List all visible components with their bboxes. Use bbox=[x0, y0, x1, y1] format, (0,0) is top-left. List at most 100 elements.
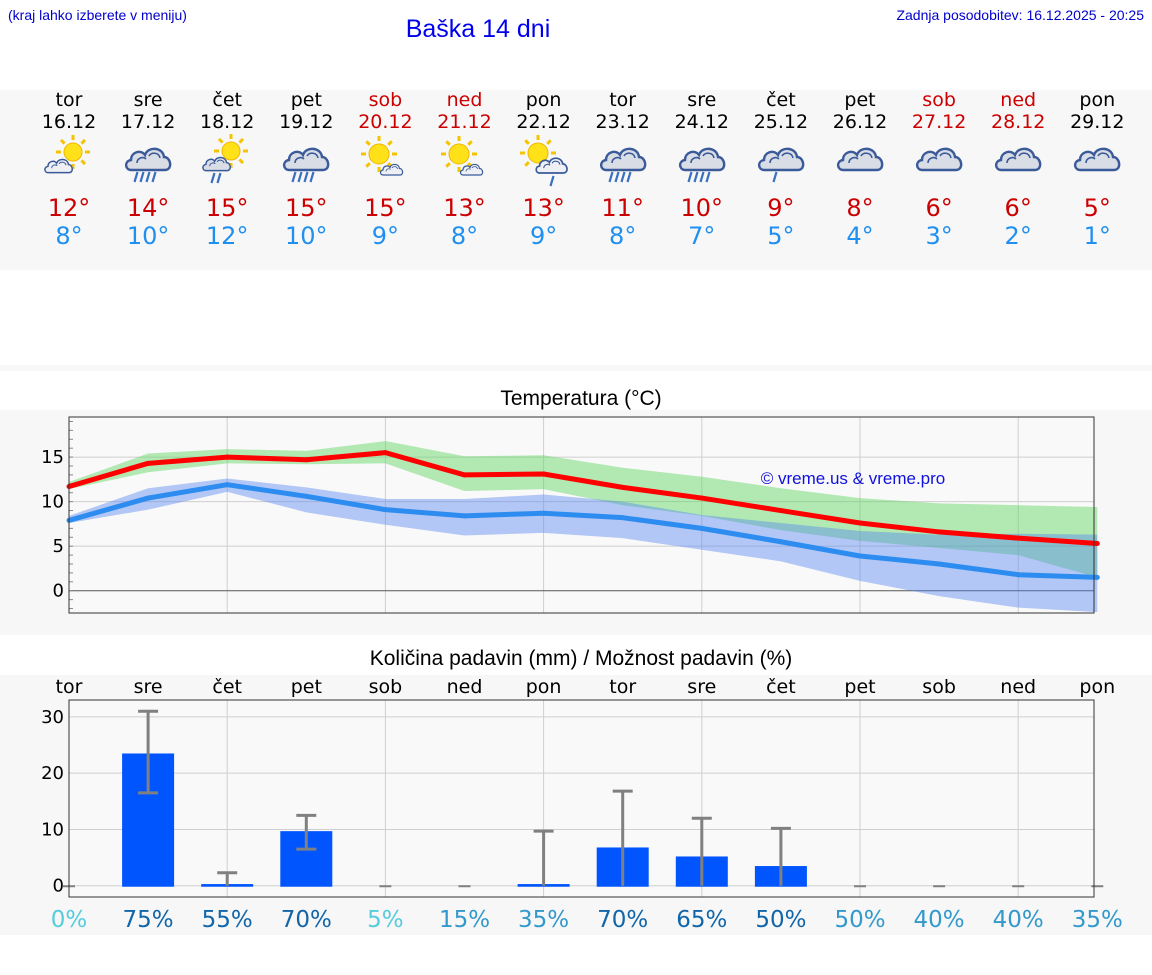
divider bbox=[0, 365, 1152, 371]
forecast-day: tor 23.12 11° 8° bbox=[584, 90, 662, 250]
cloudy-icon bbox=[836, 147, 884, 172]
page-title: Baška 14 dni bbox=[405, 15, 551, 43]
temp-min-point bbox=[462, 513, 467, 519]
min-temp: 9° bbox=[371, 222, 400, 250]
partly-sunny-icon bbox=[44, 135, 90, 174]
day-name: ned bbox=[446, 89, 483, 111]
day-name: tor bbox=[609, 89, 637, 111]
day-name: pet bbox=[290, 89, 322, 111]
last-updated: Zadnja posodobitev: 16.12.2025 - 20:25 bbox=[896, 7, 1144, 23]
forecast-day: pon 22.12 13° 9° bbox=[505, 90, 583, 250]
precip-probability-label: 70% bbox=[281, 907, 332, 933]
temp-max-point bbox=[224, 454, 230, 460]
heavy-rain-icon bbox=[599, 147, 647, 183]
sun-small-cloud-icon bbox=[440, 136, 483, 176]
forecast-day: čet 18.12 15° 12° bbox=[188, 90, 266, 250]
temp-min-range-band bbox=[69, 478, 1098, 613]
cloudy-icon bbox=[916, 147, 963, 172]
temp-min-point bbox=[224, 482, 230, 488]
precip-probability-label: 40% bbox=[993, 907, 1044, 933]
precip-plot-background bbox=[69, 700, 1094, 897]
precip-day-label: ned bbox=[1000, 676, 1036, 698]
precip-day-label: čet bbox=[766, 676, 796, 698]
forecast-day: sre 24.12 10° 7° bbox=[663, 90, 741, 250]
precip-probability-label: 65% bbox=[676, 907, 727, 933]
temp-max-point bbox=[778, 508, 784, 514]
temp-max-point bbox=[462, 472, 467, 478]
precip-probability-label: 35% bbox=[1072, 907, 1123, 933]
precip-probability-label: 50% bbox=[755, 907, 806, 933]
temp-min-line bbox=[68, 482, 1098, 580]
max-temp: 13° bbox=[443, 194, 486, 222]
temp-max-point bbox=[541, 471, 547, 477]
precip-y-tick-label: 30 bbox=[41, 707, 64, 728]
watermark: © vreme.us & vreme.pro bbox=[761, 469, 945, 488]
max-temp: 6° bbox=[1004, 194, 1032, 222]
forecast-day: tor 16.12 12° 8° bbox=[30, 90, 108, 250]
min-temp: 8° bbox=[450, 222, 479, 250]
temp-min-point bbox=[620, 515, 626, 521]
precip-day-label: pon bbox=[526, 676, 562, 698]
min-temp: 8° bbox=[55, 222, 83, 250]
forecast-day: pon 29.12 5° 1° bbox=[1058, 90, 1136, 250]
precip-day-label: čet bbox=[212, 676, 242, 698]
min-temp: 7° bbox=[688, 222, 716, 250]
temp-min-point bbox=[145, 495, 151, 501]
day-name: pon bbox=[525, 89, 562, 111]
temp-y-tick-label: 10 bbox=[41, 492, 64, 513]
min-temp: 1° bbox=[1083, 222, 1111, 250]
forecast-day: ned 21.12 13° 8° bbox=[426, 90, 504, 250]
min-temp: 4° bbox=[846, 222, 874, 250]
max-temp: 9° bbox=[767, 194, 795, 222]
cloudy-icon bbox=[995, 147, 1042, 172]
day-name: sre bbox=[133, 89, 163, 111]
day-date: 17.12 bbox=[120, 111, 176, 133]
forecast-day: sre 17.12 14° 10° bbox=[109, 90, 187, 250]
temp-max-point bbox=[382, 450, 388, 456]
precip-day-label: ned bbox=[447, 676, 483, 698]
forecast-day: čet 25.12 9° 5° bbox=[742, 90, 820, 250]
precip-probability-label: 70% bbox=[597, 907, 648, 933]
day-date: 19.12 bbox=[279, 111, 334, 133]
min-temp: 8° bbox=[609, 222, 637, 250]
forecast-day: pet 19.12 15° 10° bbox=[267, 90, 345, 250]
day-date: 27.12 bbox=[911, 111, 967, 133]
day-date: 25.12 bbox=[753, 111, 809, 133]
sun-small-cloud-icon bbox=[361, 136, 404, 176]
min-temp: 10° bbox=[126, 222, 170, 250]
max-temp: 12° bbox=[47, 194, 91, 222]
max-temp: 6° bbox=[925, 194, 953, 222]
precipitation-chart-title: Količina padavin (mm) / Možnost padavin … bbox=[369, 647, 793, 670]
min-temp: 9° bbox=[529, 222, 558, 250]
day-date: 26.12 bbox=[832, 111, 888, 133]
day-date: 23.12 bbox=[595, 111, 650, 133]
day-name: sob bbox=[922, 89, 956, 111]
heavy-rain-icon bbox=[283, 147, 330, 183]
temp-max-point bbox=[1094, 541, 1100, 547]
day-date: 20.12 bbox=[358, 111, 413, 133]
day-date: 28.12 bbox=[990, 111, 1046, 133]
temp-min-point bbox=[699, 525, 705, 531]
precip-probability-label: 50% bbox=[834, 907, 885, 933]
temp-y-tick-label: 0 bbox=[53, 581, 64, 602]
day-name: čet bbox=[766, 89, 796, 111]
temp-min-point bbox=[936, 561, 942, 567]
light-rain-icon bbox=[757, 147, 805, 183]
temp-min-point bbox=[541, 510, 547, 516]
temp-max-point bbox=[620, 484, 626, 490]
day-name: pon bbox=[1079, 89, 1116, 111]
precip-probability-label: 40% bbox=[914, 907, 965, 933]
temp-min-point bbox=[1015, 572, 1021, 578]
max-temp: 5° bbox=[1083, 194, 1111, 222]
temp-min-point bbox=[382, 507, 388, 513]
forecast-day: pet 26.12 8° 4° bbox=[821, 90, 899, 250]
day-date: 29.12 bbox=[1070, 111, 1125, 133]
day-name: pet bbox=[844, 89, 876, 111]
max-temp: 15° bbox=[285, 194, 328, 222]
precip-probability-label: 15% bbox=[439, 907, 490, 933]
temp-min-point bbox=[778, 539, 784, 545]
forecast-day: sob 27.12 6° 3° bbox=[900, 90, 978, 250]
precip-day-label: pet bbox=[291, 676, 322, 698]
min-temp: 5° bbox=[767, 222, 795, 250]
temp-y-tick-label: 15 bbox=[41, 447, 64, 468]
